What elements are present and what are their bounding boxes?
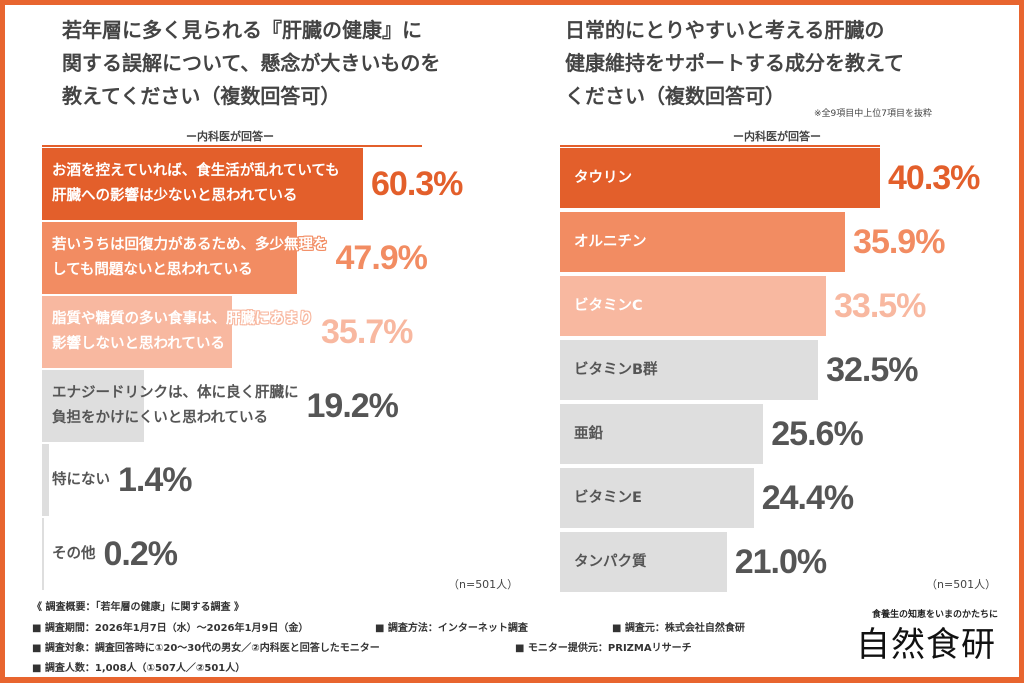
bar-label: ビタミンC [574, 297, 643, 314]
bar-row: ビタミンE 24.4% [560, 468, 1000, 528]
bar-row: お酒を控えていれば、食生活が乱れていても 肝臓への影響は少ないと思われている 60… [42, 148, 522, 220]
bar-label: その他 [52, 545, 96, 562]
bar-row: ビタミンC 33.5% [560, 276, 1000, 336]
bar [42, 148, 363, 220]
right-chart-note: ※全9項目中上位7項目を抜粋 [814, 109, 932, 119]
footer-count: ■ 調査人数：1,008人（①507人／②501人） [32, 663, 246, 674]
right-sample-size: （n=501人） [926, 578, 997, 591]
bar [560, 404, 764, 464]
bar [42, 444, 50, 516]
bar-row: 若いうちは回復力があるため、多少無理を しても問題ないと思われている 47.9% [42, 222, 522, 294]
value-label: 24.4% [761, 479, 854, 517]
bar-label: タンパク質 [574, 553, 647, 570]
bar [560, 212, 846, 272]
bar [560, 340, 819, 400]
bar-label: 亜鉛 [574, 425, 603, 442]
bar [42, 518, 44, 590]
bar-row: 脂質や糖質の多い食事は、肝臓にあまり 影響しないと思われている 35.7% [42, 296, 522, 368]
value-label: 1.4% [118, 461, 192, 499]
left-header-rule [42, 145, 422, 147]
bar-row: 特にない 1.4% [42, 444, 522, 516]
right-chart-subtitle: ー内科医が回答ー [733, 130, 821, 143]
bar-row: エナジードリンクは、体に良く肝臓に 負担をかけにくいと思われている 19.2% [42, 370, 522, 442]
footer-source: ■ 調査元：株式会社自然食研 [612, 623, 745, 634]
value-label: 25.6% [771, 415, 863, 453]
right-bar-chart: タウリン 40.3% オルニチン 35.9% ビタミンC 33.5% ビタミンB群 32.5%… [560, 148, 1000, 594]
footer-provider: ■ モニター提供元：PRIZMAリサーチ [515, 643, 692, 654]
footer-method: ■ 調査方法：インターネット調査 [375, 623, 528, 634]
bar-label: お酒を控えていれば、食生活が乱れていても 肝臓への影響は少ないと思われている [52, 163, 340, 204]
footer-period: ■ 調査期間：2026年1月7日（水）〜2026年1月9日（金） [32, 623, 309, 634]
right-chart-title: 日常的にとりやすいと考える肝臓の 健康維持をサポートする成分を教えて ください（… [565, 18, 904, 108]
left-sample-size: （n=501人） [448, 578, 519, 591]
bar-row: ビタミンB群 32.5% [560, 340, 1000, 400]
brand-tagline: 食養生の知恵をいまのかたちに [871, 610, 998, 620]
value-label: 19.2% [306, 387, 399, 425]
bar [560, 532, 727, 592]
value-label: 0.2% [103, 535, 178, 573]
bar [560, 468, 754, 528]
value-label: 40.3% [888, 159, 980, 197]
bar-label: ビタミンB群 [574, 361, 658, 378]
bar [42, 222, 297, 294]
brand-logo: 自然食研 [856, 625, 996, 665]
bar [560, 276, 826, 336]
value-label: 33.5% [834, 287, 926, 325]
bar-row: 亜鉛 25.6% [560, 404, 1000, 464]
footer-target: ■ 調査対象：調査回答時に①20〜30代の男女／②内科医と回答したモニター [32, 643, 380, 654]
bar-row: タウリン 40.3% [560, 148, 1000, 208]
bar [42, 296, 233, 368]
bar-label: オルニチン [574, 233, 647, 250]
bar-row: タンパク質 21.0% [560, 532, 1000, 592]
left-chart-title: 若年層に多く見られる『肝臓の健康』に 関する誤解について、懸念が大きいものを 教… [62, 18, 441, 108]
bar-row: その他 0.2% [42, 518, 522, 590]
bar-label: 若いうちは回復力があるため、多少無理を しても問題ないと思われている [52, 237, 328, 278]
value-label: 32.5% [826, 351, 918, 389]
bar-label: ビタミンE [574, 489, 642, 506]
bar-row: オルニチン 35.9% [560, 212, 1000, 272]
value-label: 35.7% [321, 313, 413, 351]
bar-label: 特にない [52, 471, 110, 488]
bar [42, 370, 145, 442]
bar-label: タウリン [574, 169, 632, 186]
left-bar-chart: お酒を控えていれば、食生活が乱れていても 肝臓への影響は少ないと思われている 60… [42, 148, 522, 590]
bar [560, 148, 880, 208]
bar-label: エナジードリンクは、体に良く肝臓に 負担をかけにくいと思われている [52, 385, 299, 426]
footer-summary: 《 調査概要：「若年層の健康」に関する調査 》 [32, 602, 244, 613]
value-label: 21.0% [734, 543, 827, 581]
value-label: 60.3% [371, 165, 463, 203]
right-header-rule [560, 145, 880, 147]
bar-label: 脂質や糖質の多い食事は、肝臓にあまり 影響しないと思われている [52, 311, 313, 352]
value-label: 47.9% [335, 239, 428, 277]
value-label: 35.9% [853, 223, 945, 261]
left-chart-subtitle: ー内科医が回答ー [186, 130, 274, 143]
